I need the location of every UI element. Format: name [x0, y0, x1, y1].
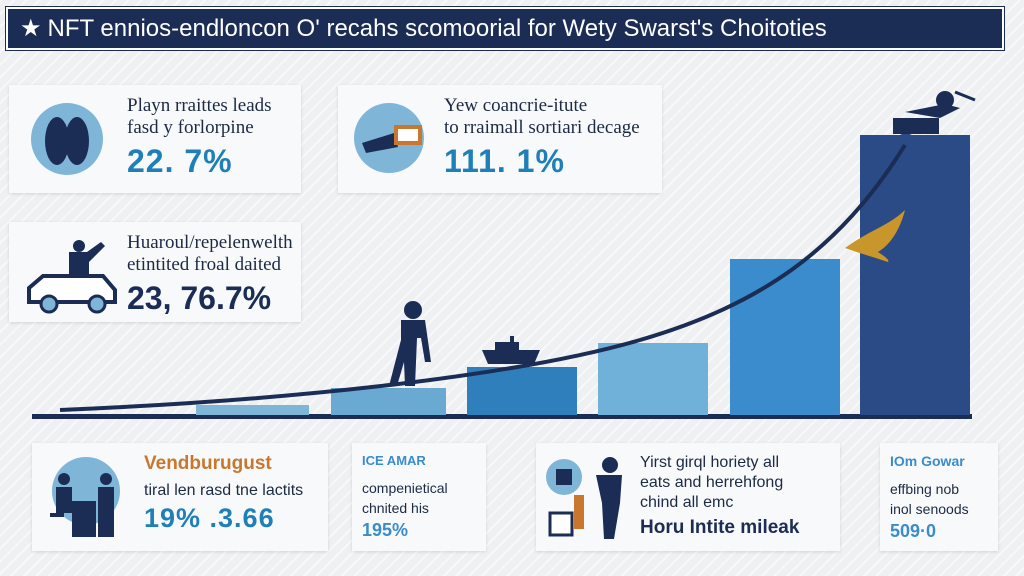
stat-card-bottom-1: Vendburugust tiral len rasd tne lactits … — [32, 443, 328, 551]
card-label-line-2: chnited his — [362, 500, 429, 516]
growth-bar-3 — [467, 367, 577, 415]
card-label-line-2: eats and herrehfong — [640, 474, 784, 491]
page-title-bar: ★ NFT ennios-endloncon O' recahs scomoori… — [6, 7, 1004, 50]
office-worker-icon — [42, 457, 130, 543]
stat-card-middle-left: Huaroul/repelenwelth etintited froal dai… — [9, 222, 301, 322]
crowd-icon — [544, 455, 626, 543]
card-value: 509·0 — [890, 521, 937, 541]
growth-bar-6-peak — [860, 132, 970, 160]
card-label-line-1: Yirst girql horiety all — [640, 454, 780, 471]
eagle-icon — [845, 210, 905, 262]
card-heading: Vendburugust — [144, 453, 272, 474]
stat-card-top-middle: Yew coancrie-itute to rraimall sortiari … — [338, 85, 662, 193]
megaphone-icon — [354, 103, 424, 173]
card-label-line-2: inol senoods — [890, 501, 969, 517]
card-label-line-1: effbing nob — [890, 481, 960, 497]
summit-figure-icon — [893, 90, 976, 134]
growth-bar-4 — [598, 343, 708, 415]
card-label-line-1: Playn rraittes leads — [127, 95, 272, 116]
card-value: 22. 7% — [127, 143, 233, 179]
card-label-line-1: Yew coancrie-itute — [444, 95, 588, 116]
card-heading: ICE AMAR — [362, 453, 426, 468]
stat-card-top-left: Playn rraittes leads fasd y forlorpine 2… — [9, 85, 301, 193]
card-value: 195% — [362, 520, 409, 540]
card-label-line-1: Huaroul/repelenwelth — [127, 232, 293, 253]
card-value: 23, 76.7% — [127, 280, 272, 316]
growth-bar-1 — [196, 405, 309, 415]
car-icon — [23, 236, 119, 316]
page-title: NFT ennios-endloncon O' recahs scomooria… — [47, 15, 827, 42]
growth-bar-2 — [331, 388, 446, 415]
card-value: 19% .3.66 — [144, 503, 275, 533]
walking-man-icon — [389, 301, 431, 386]
star-icon: ★ — [20, 15, 42, 42]
card-value: 111. 1% — [444, 143, 565, 179]
baseline — [32, 414, 972, 419]
card-label-line-2: etintited froal daited — [127, 254, 282, 275]
card-label-line-2: to rraimall sortiari decage — [444, 117, 640, 138]
card-heading: IOm Gowar — [890, 453, 965, 469]
card-label-line-1: compenietical — [362, 480, 448, 496]
card-label-line-1: tiral len rasd tne lactits — [144, 482, 304, 499]
card-label-line-3: chind all emc — [640, 494, 734, 511]
stat-card-bottom-2: ICE AMAR compenietical chnited his 195% — [352, 443, 486, 551]
card-value: Horu Intite mileak — [640, 517, 800, 538]
stat-card-bottom-3: Yirst girql horiety all eats and herrehf… — [536, 443, 840, 551]
stat-card-bottom-4: IOm Gowar effbing nob inol senoods 509·0 — [880, 443, 998, 551]
boat-icon — [482, 336, 540, 364]
card-label-line-2: fasd y forlorpine — [127, 117, 254, 138]
growth-bar-5 — [730, 259, 840, 415]
growth-bar-6 — [860, 135, 970, 415]
shoes-icon — [31, 103, 103, 175]
